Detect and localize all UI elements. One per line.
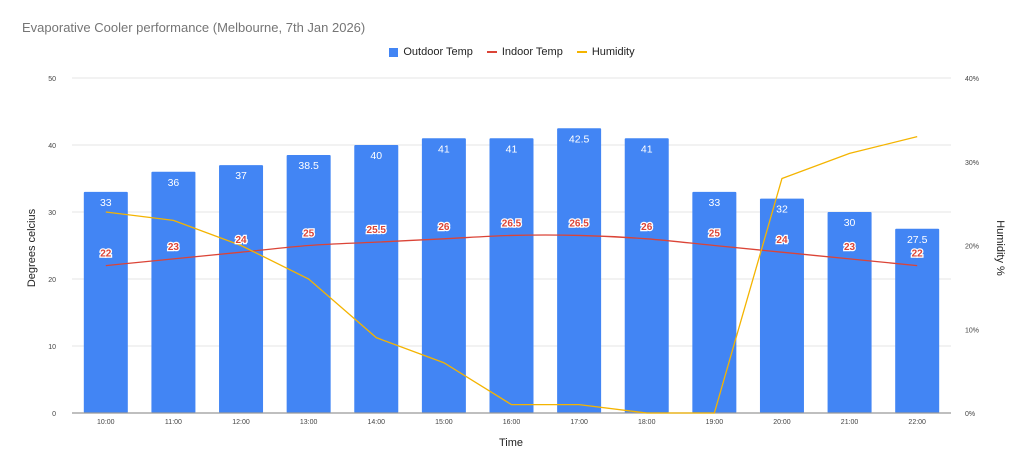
line-humidity[interactable] <box>105 135 918 414</box>
legend-item-outdoor-temp[interactable]: Outdoor Temp <box>389 46 473 58</box>
indoor-temp-label: 23 <box>168 242 180 253</box>
bar-value-label: 41 <box>506 143 518 155</box>
y2-tick-label: 10% <box>965 327 979 334</box>
indoor-temp-label-halo: 25.5 <box>367 225 387 236</box>
bar-outdoor-temp[interactable] <box>489 138 534 414</box>
legend-label: Outdoor Temp <box>403 46 473 58</box>
legend-label: Indoor Temp <box>501 46 563 58</box>
bar-outdoor-temp[interactable] <box>151 171 196 413</box>
y2-tick-label: 40% <box>965 76 979 83</box>
y-tick-label: 30 <box>48 210 56 217</box>
y-tick-label: 20 <box>48 277 56 284</box>
indoor-temp-label-halo: 26.5 <box>502 218 522 229</box>
bar-value-label: 41 <box>641 143 653 155</box>
x-tick-label: 18:00 <box>638 419 656 426</box>
indoor-temp-label: 23 <box>844 242 856 253</box>
bar-value-label: 33 <box>709 197 721 209</box>
indoor-temp-label-halo: 22 <box>912 249 924 260</box>
bar-outdoor-temp[interactable] <box>286 155 331 414</box>
y2-tick-label: 30% <box>965 160 979 167</box>
indoor-temp-label: 25 <box>303 229 315 240</box>
y-tick-label: 0 <box>52 411 56 418</box>
x-tick-label: 21:00 <box>841 419 859 426</box>
chart-title: Evaporative Cooler performance (Melbourn… <box>22 20 366 35</box>
legend-swatch-humidity <box>576 51 587 53</box>
x-tick-label: 10:00 <box>97 419 115 426</box>
indoor-temp-label-halo: 22 <box>100 249 112 260</box>
x-tick-label: 12:00 <box>232 419 250 426</box>
indoor-temp-label-halo: 25 <box>709 229 721 240</box>
bar-outdoor-temp[interactable] <box>624 138 669 414</box>
indoor-temp-label: 25.5 <box>367 225 387 236</box>
x-tick-label: 17:00 <box>570 419 588 426</box>
x-tick-label: 22:00 <box>908 419 926 426</box>
indoor-temp-label-halo: 25 <box>303 229 315 240</box>
x-tick-label: 16:00 <box>503 419 521 426</box>
x-tick-label: 20:00 <box>773 419 791 426</box>
legend-item-humidity[interactable]: Humidity <box>576 46 635 58</box>
bar-value-label: 33 <box>100 197 112 209</box>
bar-value-label: 32 <box>776 204 788 216</box>
indoor-temp-label-halo: 26 <box>438 222 450 233</box>
x-tick-label: 13:00 <box>300 419 318 426</box>
bar-value-label: 30 <box>844 217 856 229</box>
bar-value-label: 36 <box>168 177 180 189</box>
y-axis-title: Degrees celcius <box>26 208 38 288</box>
indoor-temp-label: 24 <box>235 235 247 246</box>
bar-value-label: 37 <box>235 170 247 182</box>
bar-outdoor-temp[interactable] <box>421 138 466 414</box>
bar-outdoor-temp[interactable] <box>759 198 804 413</box>
line-indoor-temp[interactable] <box>105 234 918 267</box>
bar-outdoor-temp[interactable] <box>354 145 399 413</box>
x-tick-label: 14:00 <box>368 419 386 426</box>
y-tick-label: 10 <box>48 344 56 351</box>
indoor-temp-label: 26.5 <box>502 218 522 229</box>
bar-outdoor-temp[interactable] <box>557 128 602 413</box>
bar-value-label: 27.5 <box>907 234 928 246</box>
y-tick-label: 40 <box>48 143 56 150</box>
indoor-temp-label-halo: 23 <box>168 242 180 253</box>
x-tick-label: 19:00 <box>706 419 724 426</box>
legend: Outdoor Temp Indoor Temp Humidity <box>0 46 1024 58</box>
y2-tick-label: 0% <box>965 411 975 418</box>
legend-label: Humidity <box>591 46 635 58</box>
legend-swatch-indoor-temp <box>486 51 497 53</box>
indoor-temp-label: 22 <box>912 249 924 260</box>
indoor-temp-label-halo: 24 <box>776 235 788 246</box>
bar-value-label: 38.5 <box>298 160 319 172</box>
indoor-temp-label: 26 <box>641 222 653 233</box>
indoor-temp-label-halo: 26 <box>641 222 653 233</box>
bar-outdoor-temp[interactable] <box>692 191 737 413</box>
indoor-temp-label: 26.5 <box>569 218 589 229</box>
indoor-temp-label-halo: 23 <box>844 242 856 253</box>
indoor-temp-label-halo: 26.5 <box>569 218 589 229</box>
bar-outdoor-temp[interactable] <box>83 191 128 413</box>
x-axis-title: Time <box>498 437 524 449</box>
bar-outdoor-temp[interactable] <box>895 228 940 413</box>
x-tick-label: 11:00 <box>165 419 182 426</box>
bar-outdoor-temp[interactable] <box>219 165 264 413</box>
y2-tick-label: 20% <box>965 244 979 251</box>
bar-outdoor-temp[interactable] <box>827 212 872 413</box>
y-tick-label: 50 <box>48 76 56 83</box>
legend-swatch-outdoor-temp <box>389 47 399 57</box>
indoor-temp-label: 26 <box>438 222 450 233</box>
legend-item-indoor-temp[interactable]: Indoor Temp <box>486 46 563 58</box>
bar-value-label: 42.5 <box>569 133 590 145</box>
indoor-temp-label: 24 <box>776 235 788 246</box>
indoor-temp-label-halo: 24 <box>235 235 247 246</box>
bar-value-label: 40 <box>370 150 382 162</box>
bar-value-label: 41 <box>438 143 450 155</box>
indoor-temp-label: 25 <box>709 229 721 240</box>
x-tick-label: 15:00 <box>435 419 453 426</box>
y2-axis-title: Humidity % <box>994 220 1006 276</box>
indoor-temp-label: 22 <box>100 249 112 260</box>
